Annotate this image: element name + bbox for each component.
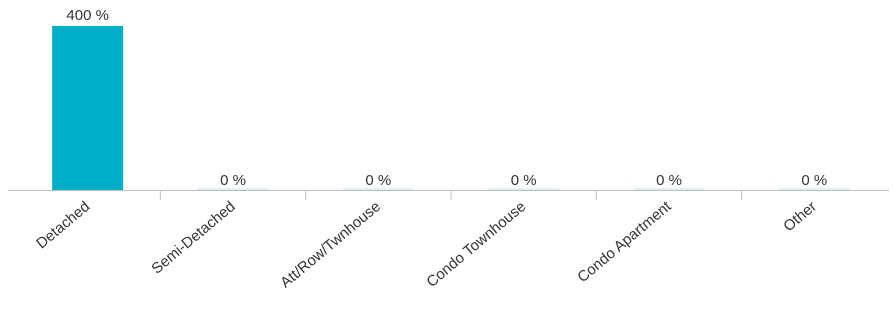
x-tick-label: Att/Row/Twnhouse (277, 198, 384, 291)
x-tick-label: Condo Apartment (574, 198, 675, 287)
bar-detached (52, 26, 124, 190)
x-tick-label: Other (780, 198, 820, 235)
x-tick-label: Semi-Detached (148, 198, 238, 277)
x-axis (8, 190, 889, 200)
data-label: 0 % (220, 172, 246, 189)
data-label: 0 % (656, 172, 682, 189)
data-label: 0 % (365, 172, 391, 189)
x-tick-label: Detached (33, 198, 93, 252)
bar-att-row-twnhouse (342, 188, 414, 190)
data-label: 0 % (511, 172, 537, 189)
x-tick-label: Condo Townhouse (423, 198, 529, 291)
bars-layer (52, 26, 850, 190)
bar-other (778, 188, 850, 190)
bar-condo-townhouse (488, 188, 560, 190)
bar-semi-detached (197, 188, 269, 190)
data-label: 0 % (801, 172, 827, 189)
data-label: 400 % (66, 7, 109, 24)
bar-condo-apartment (633, 188, 705, 190)
data-labels-layer: 400 % 0 % 0 % 0 % 0 % 0 % (66, 7, 827, 189)
x-tick-labels-layer: Detached Semi-Detached Att/Row/Twnhouse Con… (33, 198, 820, 292)
